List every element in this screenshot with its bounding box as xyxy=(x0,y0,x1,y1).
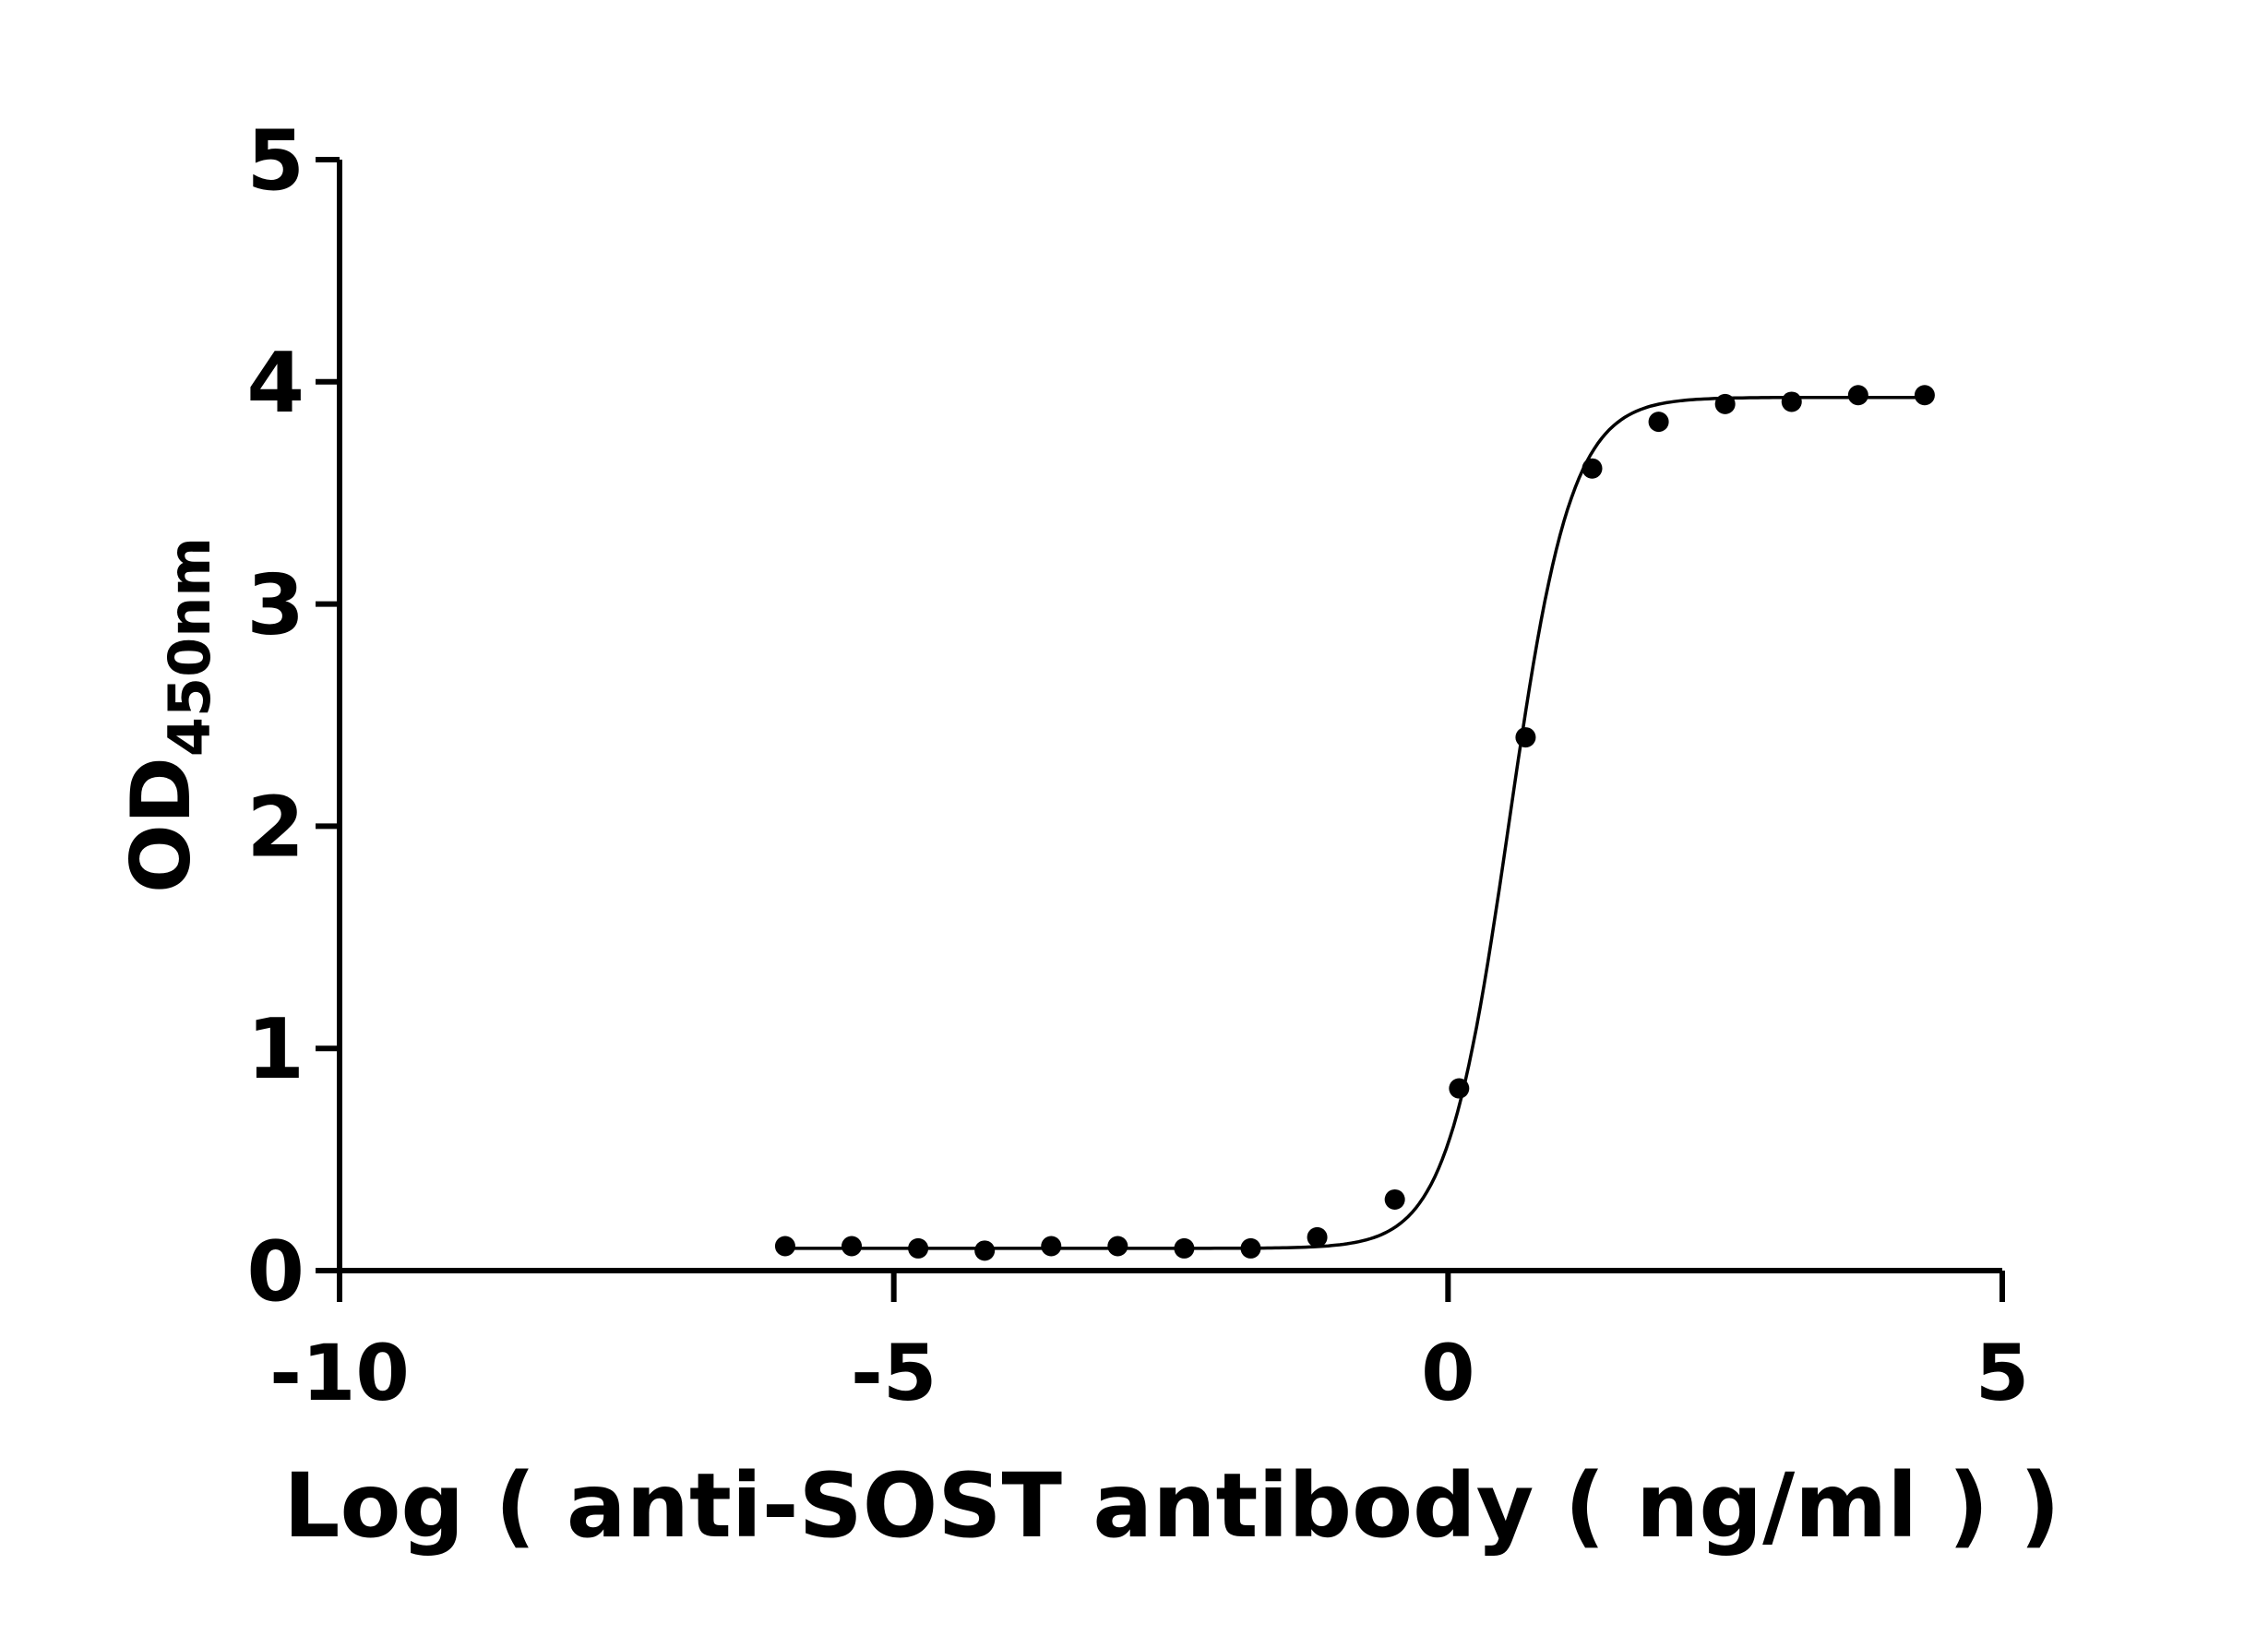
data-point xyxy=(1240,1237,1261,1259)
data-point xyxy=(1307,1226,1328,1248)
fit-curve xyxy=(784,395,1925,1250)
data-point xyxy=(842,1236,863,1257)
x-tick-label: -10 xyxy=(269,1328,410,1418)
y-ticks: 0 1 2 3 4 5 xyxy=(246,113,340,1320)
data-point xyxy=(1384,1188,1405,1210)
y-axis-title-main: OD xyxy=(113,757,209,893)
data-point xyxy=(1847,385,1868,406)
x-tick-label: -5 xyxy=(851,1328,937,1418)
data-points xyxy=(774,385,1935,1261)
data-point xyxy=(1041,1236,1062,1257)
data-point xyxy=(908,1237,929,1259)
y-tick-label: 3 xyxy=(246,557,304,654)
data-point xyxy=(1648,412,1669,433)
data-point xyxy=(1174,1237,1195,1259)
x-tick-label: 5 xyxy=(1976,1328,2029,1418)
y-tick-label: 5 xyxy=(246,113,304,209)
y-axis-title: OD450nm xyxy=(113,537,223,893)
data-point xyxy=(974,1240,996,1261)
x-axis-title: Log ( anti-SOST antibody ( ng/ml ) ) xyxy=(283,1454,2059,1558)
data-point xyxy=(1914,385,1935,406)
data-point xyxy=(1107,1236,1128,1257)
y-axis-title-subscript: 450nm xyxy=(156,537,223,757)
x-ticks: -10 -5 0 5 xyxy=(269,1271,2029,1418)
y-tick-label: 1 xyxy=(246,1001,304,1098)
data-point xyxy=(1515,727,1536,748)
data-point xyxy=(1781,391,1802,412)
data-point xyxy=(1582,458,1603,479)
axes xyxy=(337,160,2002,1273)
data-point xyxy=(1449,1078,1470,1099)
data-point xyxy=(774,1236,795,1257)
data-point xyxy=(1714,393,1736,414)
y-tick-label: 0 xyxy=(246,1224,304,1320)
x-tick-label: 0 xyxy=(1421,1328,1474,1418)
y-tick-label: 2 xyxy=(246,779,304,876)
y-tick-label: 4 xyxy=(246,335,304,432)
